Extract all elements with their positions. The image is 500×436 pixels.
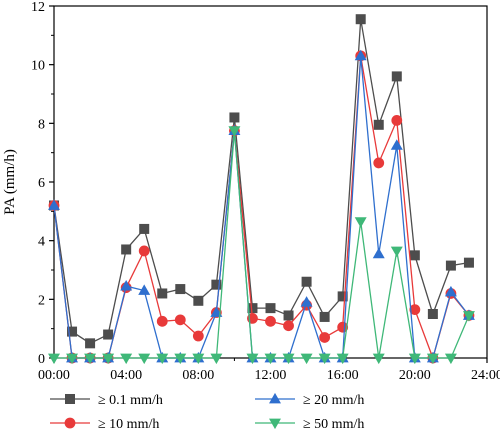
data-point [48, 353, 60, 365]
y-tick-label: 2 [38, 293, 45, 308]
data-point [138, 353, 151, 365]
data-point [318, 353, 331, 365]
legend-label: ≥ 20 mm/h [303, 393, 364, 408]
data-point [408, 353, 421, 365]
legend-label: ≥ 0.1 mm/h [98, 393, 163, 408]
data-point [427, 308, 438, 319]
y-tick-label: 0 [38, 352, 45, 367]
data-point [337, 291, 348, 302]
legend-entry: ≥ 10 mm/h [50, 417, 159, 432]
x-tick-label: 12:00 [255, 368, 287, 383]
data-point [120, 353, 133, 365]
data-point [192, 353, 205, 365]
data-point [354, 217, 367, 228]
data-point [67, 326, 78, 337]
data-point [139, 223, 150, 234]
data-point [391, 115, 403, 126]
axes: 0 2 4 6 8 10 12 00:00 04:00 08:00 12:00 16:00 20:00 2… [31, 0, 500, 383]
data-point [426, 353, 439, 365]
data-point [193, 295, 204, 306]
legend-label: ≥ 10 mm/h [98, 417, 159, 432]
data-point [372, 353, 385, 365]
y-tick-label: 8 [38, 117, 45, 132]
legend-entry: ≥ 50 mm/h [255, 417, 364, 432]
data-point [121, 244, 132, 255]
data-point [462, 311, 475, 322]
data-point [48, 199, 60, 210]
data-point [372, 247, 385, 259]
data-point [265, 315, 276, 327]
data-point [175, 284, 186, 295]
data-point [373, 157, 385, 169]
legend-marker [269, 392, 281, 404]
data-point [336, 353, 349, 365]
data-point [444, 353, 457, 365]
data-point [409, 250, 420, 261]
data-point [174, 314, 186, 326]
legend-marker [64, 417, 76, 429]
x-tick-label: 00:00 [38, 368, 70, 383]
y-axis-title: PA (mm/h) [2, 149, 18, 215]
data-point [84, 353, 97, 365]
data-point [354, 49, 367, 61]
data-point [102, 353, 115, 365]
data-point [103, 329, 114, 340]
data-point [66, 353, 79, 365]
y-tick-label: 4 [38, 235, 45, 250]
x-tick-label: 20:00 [399, 368, 431, 383]
series-layer [48, 14, 475, 365]
data-point [300, 353, 313, 365]
data-point [120, 280, 133, 291]
data-point [301, 276, 312, 287]
data-point [373, 119, 384, 130]
data-point [264, 353, 277, 365]
x-tick-label: 04:00 [110, 368, 142, 383]
data-point [283, 320, 294, 332]
legend-entry: ≥ 20 mm/h [255, 392, 364, 408]
data-point [211, 279, 222, 290]
data-point [319, 311, 330, 322]
series-4 [48, 126, 475, 365]
series-line [53, 19, 470, 345]
data-point [355, 14, 366, 25]
data-point [210, 306, 223, 317]
data-point [463, 257, 474, 268]
data-point [445, 260, 456, 271]
data-point [157, 288, 168, 299]
legend-marker [65, 393, 76, 404]
series-1 [49, 14, 474, 349]
data-point [228, 126, 241, 137]
data-point [282, 353, 295, 365]
data-point [156, 353, 169, 365]
x-tick-label: 24:00 [471, 368, 500, 383]
data-point [391, 71, 402, 82]
data-point [246, 353, 259, 365]
data-point [138, 245, 150, 257]
data-point [409, 304, 421, 316]
data-point [390, 246, 403, 258]
legend: ≥ 0.1 mm/h ≥ 10 mm/h ≥ 20 mm/h ≥ 50 mm/h [50, 392, 364, 432]
data-point [85, 338, 96, 349]
data-point [156, 315, 168, 327]
y-tick-label: 10 [31, 59, 45, 74]
data-point [210, 353, 223, 365]
data-point [192, 330, 204, 342]
data-point [300, 296, 313, 307]
data-point [229, 112, 240, 123]
y-tick-label: 6 [38, 176, 45, 191]
y-tick-label: 12 [31, 0, 45, 15]
data-point [265, 303, 276, 314]
data-point [319, 332, 331, 343]
data-point [444, 285, 457, 297]
x-tick-label: 16:00 [327, 368, 359, 383]
legend-marker [269, 418, 281, 430]
data-point [390, 139, 403, 150]
legend-entry: ≥ 0.1 mm/h [50, 393, 163, 408]
data-point [138, 284, 151, 295]
data-point [283, 310, 294, 321]
x-tick-label: 08:00 [182, 368, 214, 383]
legend-label: ≥ 50 mm/h [303, 417, 364, 432]
data-point [174, 353, 187, 365]
